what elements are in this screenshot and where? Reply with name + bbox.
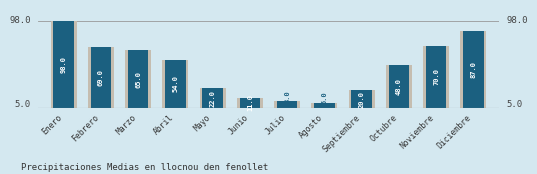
Text: 11.0: 11.0 [247,94,253,112]
Bar [53,21,74,108]
Bar [88,47,114,108]
Bar [351,90,372,108]
Bar [91,47,111,108]
Bar [460,31,487,108]
Bar [311,103,337,108]
Bar [389,65,409,108]
Bar [463,31,484,108]
Text: 8.0: 8.0 [284,90,290,103]
Bar [349,90,375,108]
Text: 87.0: 87.0 [470,61,476,78]
Bar [202,88,223,108]
Text: 98.0: 98.0 [61,56,67,73]
Bar [125,50,151,108]
Text: 70.0: 70.0 [433,68,439,85]
Bar [200,88,226,108]
Bar [128,50,148,108]
Bar [240,98,260,108]
Text: 5.0: 5.0 [321,92,328,104]
Bar [314,103,335,108]
Text: 65.0: 65.0 [135,70,141,88]
Text: 5.0: 5.0 [14,100,31,109]
Text: 48.0: 48.0 [396,78,402,95]
Text: Precipitaciones Medias en llocnou den fenollet: Precipitaciones Medias en llocnou den fe… [21,163,268,172]
Bar [50,21,77,108]
Bar [165,60,186,108]
Text: 20.0: 20.0 [359,90,365,108]
Text: 22.0: 22.0 [209,90,216,107]
Bar [426,46,446,108]
Text: 5.0: 5.0 [506,100,523,109]
Bar [162,60,188,108]
Text: 54.0: 54.0 [172,75,178,92]
Bar [386,65,412,108]
Text: 69.0: 69.0 [98,69,104,86]
Bar [237,98,263,108]
Text: 98.0: 98.0 [506,16,528,25]
Bar [423,46,449,108]
Bar [277,101,297,108]
Text: 98.0: 98.0 [9,16,31,25]
Bar [274,101,300,108]
